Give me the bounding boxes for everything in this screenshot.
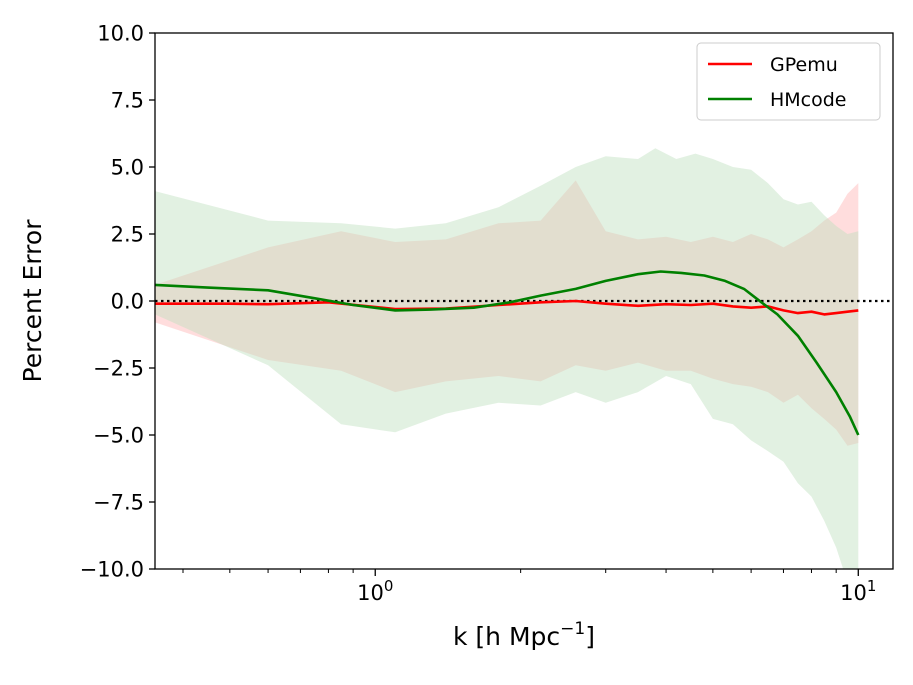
x-axis-label: k [h Mpc−1] (453, 619, 595, 651)
x-axis-label-sup: −1 (560, 619, 585, 639)
y-tick-label: −5.0 (93, 424, 144, 448)
x-tick-base: 10 (840, 581, 867, 605)
x-axis-label-suffix: ] (585, 622, 595, 651)
legend-box (696, 42, 881, 121)
legend: GPemu HMcode (696, 42, 881, 121)
y-tick-label: −2.5 (93, 357, 144, 381)
y-tick-label: 5.0 (111, 156, 144, 180)
legend-label-gpemu: GPemu (770, 54, 838, 76)
y-tick-label: 10.0 (97, 22, 144, 46)
band-gpemu (155, 180, 859, 446)
y-tick-label: 0.0 (111, 290, 144, 314)
y-tick-label: 2.5 (111, 223, 144, 247)
legend-label-hmcode: HMcode (770, 89, 847, 111)
y-axis-label: Percent Error (18, 219, 47, 383)
line-hmcode (155, 270, 860, 436)
x-axis-label-main: k [h Mpc (453, 622, 560, 651)
x-tick-label: 101 (840, 577, 876, 605)
y-tick-label: −10.0 (80, 558, 144, 582)
y-tick-label: 7.5 (111, 89, 144, 113)
band-hmcode (155, 148, 859, 569)
y-tick-label: −7.5 (93, 491, 144, 515)
x-axis-ticks: 100 101 (182, 569, 876, 605)
lines-layer (155, 270, 860, 436)
y-axis-ticks: −10.0 −7.5 −5.0 −2.5 0.0 2.5 5.0 7.5 10.0 (80, 22, 155, 582)
x-tick-label: 100 (357, 577, 393, 605)
x-tick-base: 10 (357, 581, 384, 605)
x-tick-exponent: 1 (867, 577, 877, 595)
bands-layer (155, 148, 859, 569)
x-tick-exponent: 0 (384, 577, 394, 595)
